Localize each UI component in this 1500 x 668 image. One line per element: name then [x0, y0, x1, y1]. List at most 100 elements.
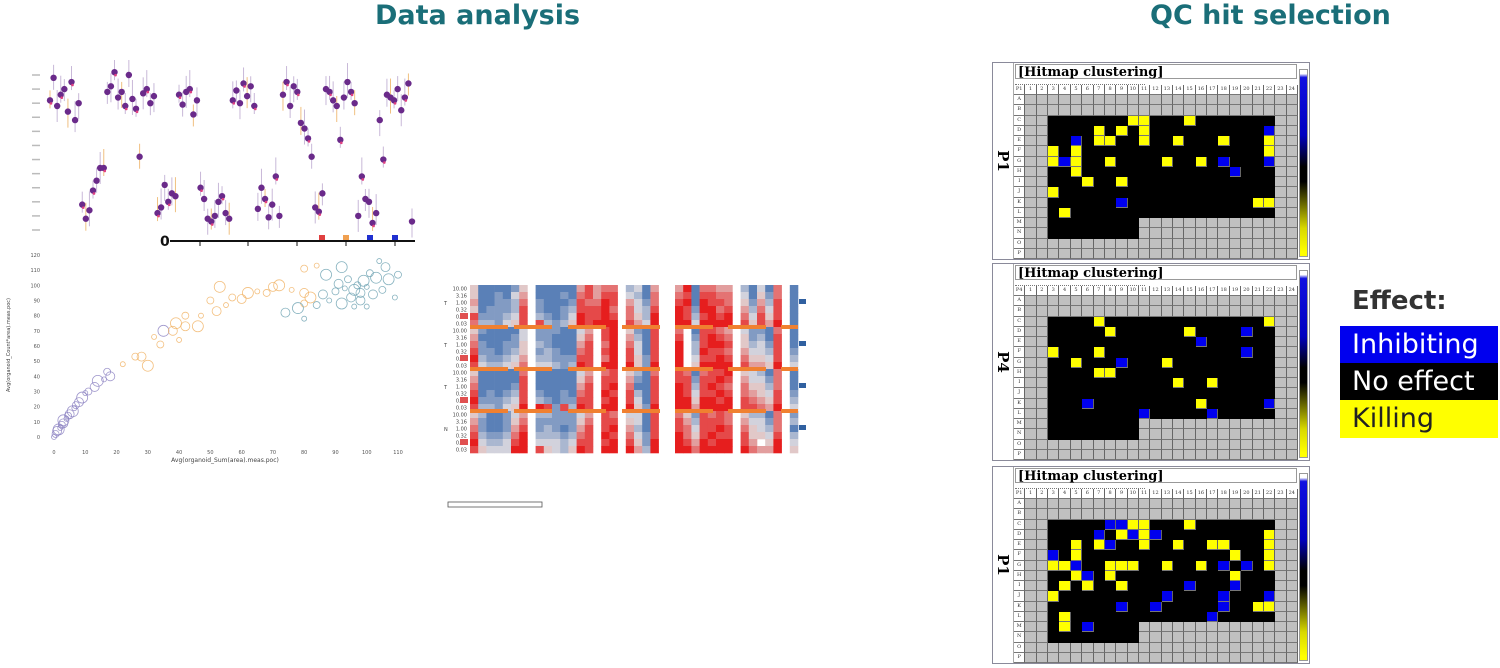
data-point: [340, 94, 348, 101]
heatmap-cell: [699, 348, 709, 356]
well: [1070, 611, 1083, 623]
heatmap-cell: [683, 292, 692, 300]
well: [1036, 146, 1049, 157]
hit-well: [1241, 347, 1253, 358]
heatmap-cell: [568, 383, 577, 391]
well: [1275, 591, 1287, 602]
heatmap-cell: [634, 411, 643, 419]
well: [1229, 388, 1242, 399]
heatmap-cell: [757, 327, 766, 335]
well: [1048, 611, 1060, 623]
well: [1116, 207, 1128, 219]
well: [1263, 347, 1276, 358]
heatmap-cell: [494, 383, 504, 391]
well: [1070, 326, 1083, 338]
well: [1161, 166, 1174, 178]
heatmap-cell: [707, 390, 717, 398]
row-header: K: [1014, 398, 1026, 409]
well: [1093, 398, 1105, 409]
well: [1127, 187, 1139, 198]
well: [1150, 357, 1162, 368]
heatmap-cell: [773, 285, 782, 293]
heatmap-cell: [699, 320, 709, 328]
heatmap-cell: [568, 285, 577, 293]
well: [1263, 296, 1276, 307]
well: [1150, 207, 1162, 219]
heatmap-cell: [707, 411, 717, 419]
data-point: [82, 215, 90, 222]
heatmap-cell: [789, 292, 799, 300]
well: [1082, 326, 1094, 338]
hit-well: [1195, 337, 1208, 348]
well: [1082, 601, 1094, 612]
row-label: 1.00: [456, 301, 467, 307]
heatmap-cell: [543, 334, 553, 342]
well: [1036, 156, 1049, 167]
hitmap-title: [Hitmap clustering]: [1015, 265, 1297, 281]
well: [1275, 238, 1287, 249]
heatmap-cell: [609, 362, 618, 370]
heatmap-cell: [691, 348, 700, 356]
well: [1195, 187, 1208, 198]
well: [1207, 248, 1219, 259]
well: [1116, 622, 1128, 633]
heatmap-cell: [470, 397, 479, 405]
heatmap-cell: [494, 320, 504, 328]
well: [1127, 398, 1139, 409]
heatmap-cell: [650, 446, 659, 454]
well: [1138, 367, 1151, 379]
hit-well: [1127, 519, 1139, 530]
scatter-point: [301, 315, 308, 322]
well: [1173, 367, 1185, 379]
well: [1116, 156, 1128, 167]
well: [1070, 197, 1083, 208]
hit-well: [1093, 347, 1105, 358]
heatmap-cell: [691, 355, 700, 363]
heatmap-cell: [683, 306, 692, 314]
heatmap-cell: [691, 292, 700, 300]
well: [1195, 550, 1208, 561]
well: [1150, 509, 1162, 520]
hit-well: [1127, 560, 1139, 571]
heatmap-cell: [609, 397, 618, 405]
column-header: 17: [1207, 489, 1219, 500]
heatmap-cell: [757, 341, 766, 349]
well: [1150, 337, 1162, 348]
well: [1286, 398, 1298, 409]
heatmap-cell: [773, 439, 782, 447]
heatmap-cell: [486, 292, 495, 300]
well: [1195, 429, 1208, 440]
hit-well: [1218, 540, 1230, 551]
heatmap-cell: [593, 285, 602, 293]
heatmap-cell: [502, 425, 512, 433]
well: [1093, 509, 1105, 520]
well: [1116, 115, 1128, 126]
well: [1025, 611, 1037, 623]
well: [1150, 136, 1162, 147]
heatmap-cell: [634, 362, 643, 370]
x-tick-label: 100: [362, 450, 372, 456]
well: [1093, 591, 1105, 602]
well: [1025, 439, 1037, 450]
well: [1286, 632, 1298, 643]
well: [1207, 316, 1219, 327]
heatmap-cell: [716, 313, 725, 321]
heatmap-cell: [724, 397, 733, 405]
well: [1138, 218, 1151, 229]
heatmap-cell: [634, 439, 643, 447]
heatmap-cell: [748, 425, 758, 433]
scatter-point: [71, 401, 80, 410]
heatmap-cell: [748, 355, 758, 363]
well: [1048, 218, 1060, 229]
well: [1150, 449, 1162, 460]
heatmap-cell: [568, 313, 577, 321]
well: [1241, 540, 1253, 551]
well: [1263, 105, 1276, 116]
well: [1036, 642, 1049, 653]
well: [1127, 581, 1139, 592]
data-point: [390, 97, 398, 104]
heatmap-cell: [519, 299, 528, 307]
y-tick-label: 30: [34, 390, 40, 396]
well: [1161, 347, 1174, 358]
well: [1025, 632, 1037, 643]
